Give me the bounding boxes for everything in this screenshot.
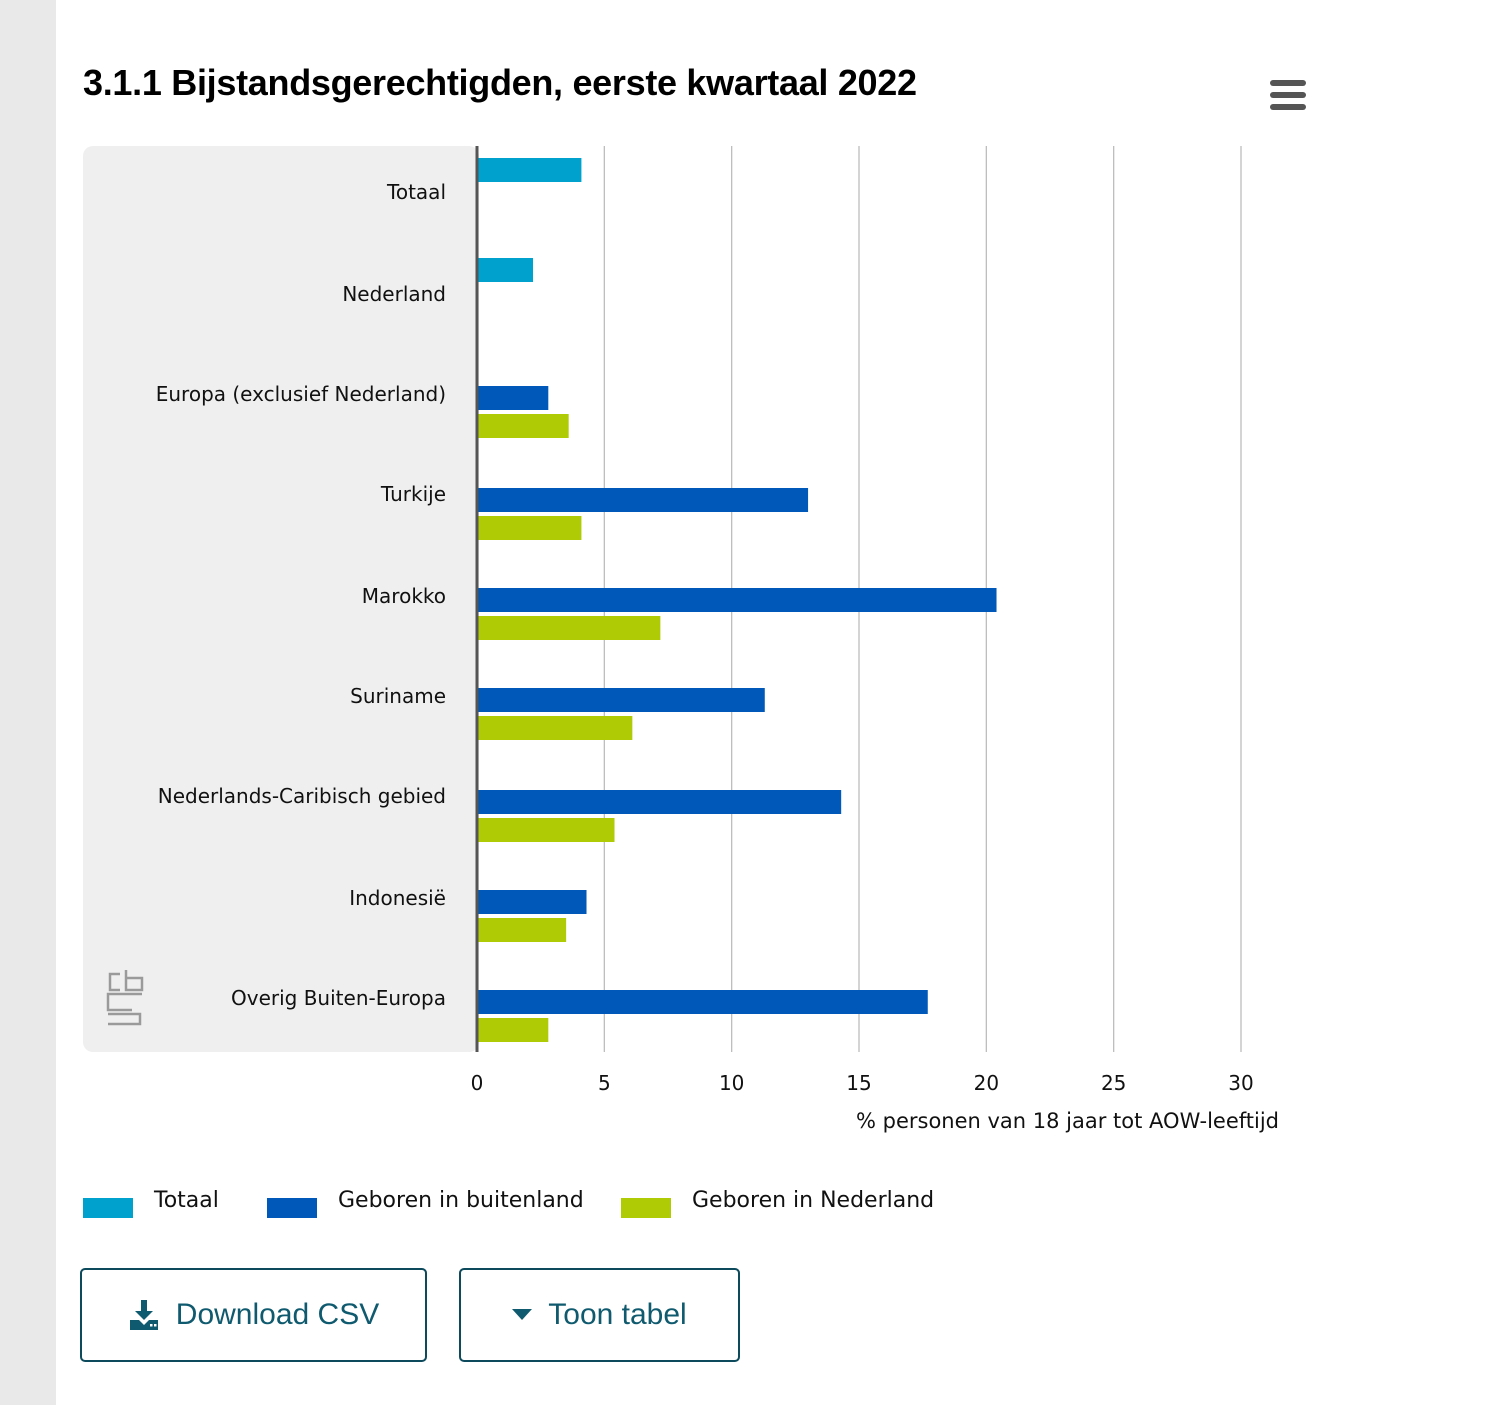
- bar[interactable]: [477, 716, 633, 740]
- legend-label: Geboren in buitenland: [338, 1188, 584, 1213]
- bar[interactable]: [477, 516, 582, 540]
- category-label: Suriname: [350, 684, 446, 708]
- category-label: Indonesië: [349, 886, 446, 910]
- page-left-strip: [0, 0, 56, 1405]
- bar-chart: Totaal Nederland Europa (exclusief Nederla…: [83, 146, 1279, 1133]
- x-tick-labels: 0 5 10 15 20 25 30: [471, 1071, 1254, 1095]
- x-axis-label: % personen van 18 jaar tot AOW-leeftijd: [856, 1109, 1279, 1133]
- download-csv-button[interactable]: Download CSV: [80, 1268, 427, 1362]
- caret-down-icon: [512, 1309, 533, 1320]
- chart-title: 3.1.1 Bijstandsgerechtigden, eerste kwar…: [83, 62, 917, 103]
- x-tick-label: 20: [974, 1071, 999, 1095]
- x-tick-label: 0: [471, 1071, 484, 1095]
- hamburger-menu-icon[interactable]: [1270, 80, 1306, 110]
- bar[interactable]: [477, 990, 928, 1014]
- bar[interactable]: [477, 414, 569, 438]
- bar[interactable]: [477, 258, 534, 282]
- category-label: Overig Buiten-Europa: [231, 986, 446, 1010]
- bar[interactable]: [477, 890, 587, 914]
- bar[interactable]: [477, 386, 549, 410]
- category-label: Totaal: [386, 180, 446, 204]
- bar[interactable]: [477, 818, 615, 842]
- legend-swatch: [267, 1198, 317, 1218]
- category-label: Nederlands-Caribisch gebied: [158, 784, 446, 808]
- x-tick-label: 5: [598, 1071, 611, 1095]
- toon-tabel-button[interactable]: Toon tabel: [459, 1268, 740, 1362]
- legend-label: Geboren in Nederland: [692, 1188, 935, 1213]
- category-label: Marokko: [362, 584, 446, 608]
- bar[interactable]: [477, 688, 765, 712]
- download-icon: [129, 1300, 158, 1330]
- toon-tabel-label: Toon tabel: [548, 1298, 687, 1331]
- plot-background: [83, 146, 479, 1052]
- bars: [477, 158, 997, 1042]
- bar[interactable]: [477, 1018, 549, 1042]
- bar[interactable]: [477, 918, 567, 942]
- bar[interactable]: [477, 588, 997, 612]
- category-label: Nederland: [342, 282, 446, 306]
- bar[interactable]: [477, 616, 661, 640]
- x-tick-label: 15: [846, 1071, 871, 1095]
- category-label: Turkije: [380, 482, 446, 506]
- category-label: Europa (exclusief Nederland): [156, 382, 446, 406]
- x-tick-label: 30: [1228, 1071, 1253, 1095]
- download-csv-label: Download CSV: [175, 1298, 380, 1331]
- legend-swatch: [621, 1198, 671, 1218]
- bar[interactable]: [477, 488, 809, 512]
- legend-label: Totaal: [154, 1188, 219, 1213]
- cbs-logo: [106, 970, 144, 1026]
- category-labels: Totaal Nederland Europa (exclusief Nederla…: [156, 180, 446, 1010]
- legend-swatch: [83, 1198, 133, 1218]
- x-tick-label: 25: [1101, 1071, 1126, 1095]
- bar[interactable]: [477, 158, 582, 182]
- bar[interactable]: [477, 790, 842, 814]
- x-tick-label: 10: [719, 1071, 744, 1095]
